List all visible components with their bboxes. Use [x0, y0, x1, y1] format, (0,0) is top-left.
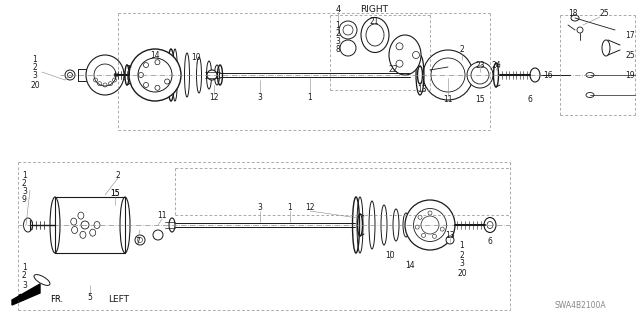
- Text: 1: 1: [335, 20, 340, 29]
- Text: 3: 3: [257, 203, 262, 211]
- Ellipse shape: [343, 25, 353, 35]
- Text: 10: 10: [191, 54, 201, 63]
- Text: 3: 3: [22, 280, 27, 290]
- Text: 2: 2: [22, 179, 27, 188]
- Ellipse shape: [421, 216, 439, 234]
- Ellipse shape: [207, 70, 217, 80]
- Text: 12: 12: [305, 203, 315, 211]
- Text: LEFT: LEFT: [108, 295, 129, 305]
- Ellipse shape: [471, 66, 489, 84]
- Ellipse shape: [65, 70, 75, 80]
- Text: 25: 25: [600, 10, 610, 19]
- Text: 20: 20: [30, 80, 40, 90]
- Text: 4: 4: [335, 5, 340, 14]
- Text: 11: 11: [444, 95, 452, 105]
- Text: 3: 3: [22, 187, 27, 196]
- Text: 18: 18: [568, 10, 578, 19]
- Text: 12: 12: [209, 93, 219, 102]
- Text: 2: 2: [22, 271, 27, 280]
- Ellipse shape: [446, 236, 454, 244]
- Text: 1: 1: [22, 263, 27, 272]
- Text: 1: 1: [308, 93, 312, 102]
- Text: 2: 2: [335, 28, 340, 38]
- Text: 3: 3: [33, 71, 37, 80]
- Text: 6: 6: [488, 238, 492, 247]
- Ellipse shape: [339, 21, 357, 39]
- Ellipse shape: [577, 27, 583, 33]
- Ellipse shape: [67, 72, 72, 78]
- Text: 6: 6: [527, 95, 532, 105]
- Text: 5: 5: [88, 293, 92, 302]
- Text: 25: 25: [625, 50, 635, 60]
- Ellipse shape: [340, 40, 356, 56]
- Text: 11: 11: [157, 211, 167, 219]
- Ellipse shape: [138, 58, 172, 92]
- Ellipse shape: [361, 18, 389, 53]
- Text: 13: 13: [417, 85, 427, 94]
- Ellipse shape: [389, 35, 421, 75]
- Text: 13: 13: [445, 231, 455, 240]
- Ellipse shape: [169, 218, 175, 232]
- Ellipse shape: [586, 93, 594, 98]
- Text: 23: 23: [475, 61, 485, 70]
- Ellipse shape: [120, 197, 130, 253]
- Text: 19: 19: [625, 70, 635, 79]
- Ellipse shape: [81, 221, 89, 229]
- Text: 1: 1: [22, 170, 27, 180]
- Text: 20: 20: [457, 270, 467, 278]
- Text: 3: 3: [335, 36, 340, 46]
- Text: SWA4B2100A: SWA4B2100A: [554, 300, 606, 309]
- Text: 15: 15: [110, 189, 120, 197]
- Ellipse shape: [467, 62, 493, 88]
- Polygon shape: [12, 284, 40, 305]
- Ellipse shape: [530, 68, 540, 82]
- Ellipse shape: [431, 58, 465, 92]
- Text: 14: 14: [405, 261, 415, 270]
- Text: 2: 2: [33, 63, 37, 72]
- Ellipse shape: [413, 209, 447, 241]
- Ellipse shape: [417, 66, 422, 84]
- Text: 1: 1: [287, 203, 292, 211]
- Text: 9: 9: [22, 196, 27, 204]
- Ellipse shape: [125, 65, 129, 85]
- Ellipse shape: [135, 235, 145, 245]
- Ellipse shape: [602, 40, 610, 56]
- Text: 3: 3: [257, 93, 262, 102]
- Ellipse shape: [571, 15, 579, 21]
- Ellipse shape: [86, 55, 124, 95]
- Text: 10: 10: [385, 250, 395, 259]
- Ellipse shape: [129, 49, 181, 101]
- Text: 24: 24: [491, 61, 501, 70]
- Text: 1: 1: [460, 241, 465, 250]
- Ellipse shape: [366, 24, 384, 46]
- Text: 7: 7: [136, 238, 140, 247]
- Text: 2: 2: [116, 170, 120, 180]
- Text: 1: 1: [33, 56, 37, 64]
- Text: RIGHT: RIGHT: [360, 5, 388, 14]
- Ellipse shape: [423, 50, 473, 100]
- Text: 17: 17: [625, 31, 635, 40]
- Text: 15: 15: [110, 189, 120, 197]
- Ellipse shape: [50, 197, 60, 253]
- Ellipse shape: [34, 275, 50, 286]
- Text: 21: 21: [369, 18, 379, 26]
- Ellipse shape: [405, 200, 455, 250]
- Text: 14: 14: [150, 50, 160, 60]
- Text: 2: 2: [460, 46, 465, 55]
- Ellipse shape: [24, 218, 33, 232]
- Text: 16: 16: [543, 70, 553, 79]
- Ellipse shape: [484, 218, 496, 233]
- Text: 2: 2: [460, 250, 465, 259]
- Ellipse shape: [94, 64, 116, 86]
- Text: 15: 15: [475, 95, 485, 105]
- Ellipse shape: [153, 230, 163, 240]
- Text: FR.: FR.: [50, 295, 63, 305]
- Text: 3: 3: [460, 259, 465, 269]
- Text: 22: 22: [388, 65, 397, 75]
- Text: 8: 8: [335, 46, 340, 55]
- Ellipse shape: [586, 72, 594, 78]
